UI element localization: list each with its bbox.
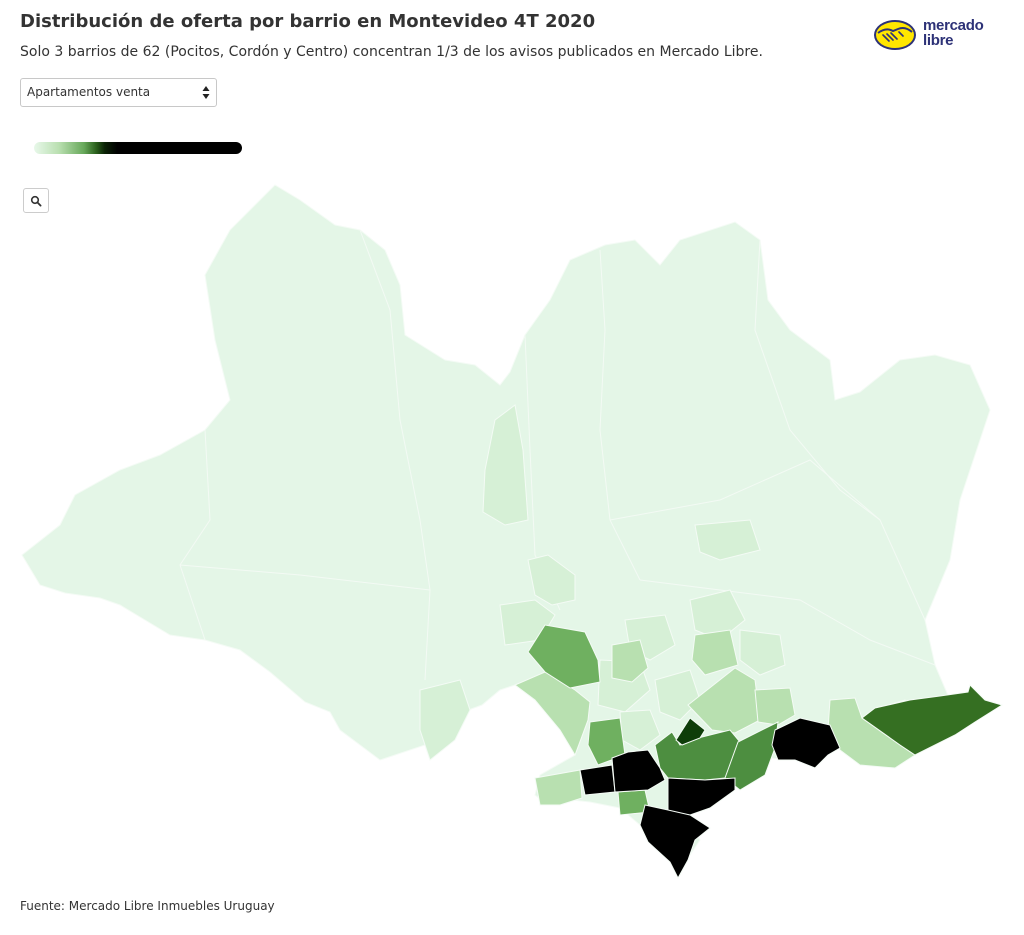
region-light-north-strip xyxy=(482,404,529,526)
magnifier-icon xyxy=(30,195,42,207)
region-dark-green-east xyxy=(861,684,1004,756)
logo-wordmark: mercado libre xyxy=(923,17,984,49)
region-black-2 xyxy=(611,749,666,793)
logo-line-1: mercado xyxy=(923,17,984,34)
chart-title: Distribución de oferta por barrio en Mon… xyxy=(20,11,596,32)
zoom-button[interactable] xyxy=(23,188,49,213)
region-light-9 xyxy=(654,669,701,721)
region-black-1 xyxy=(579,764,616,796)
color-scale-legend xyxy=(34,142,242,154)
region-darkest-green xyxy=(675,717,706,746)
chart-subtitle: Solo 3 barrios de 62 (Pocitos, Cordón y … xyxy=(20,44,763,60)
logo-line-2: libre xyxy=(923,32,954,49)
property-type-select-value: Apartamentos venta xyxy=(27,85,151,99)
region-medium-dark-2 xyxy=(724,721,779,791)
region-light-6 xyxy=(689,589,746,641)
region-medium-light-7 xyxy=(534,769,583,806)
region-medium-light-5 xyxy=(754,687,796,726)
map-base-region xyxy=(21,184,991,876)
region-black-5 xyxy=(771,717,841,769)
region-black-4 xyxy=(639,804,711,880)
region-light-5 xyxy=(694,519,761,561)
select-arrows-icon xyxy=(202,86,210,99)
neighborhood-boundaries xyxy=(179,229,936,681)
handshake-icon xyxy=(874,20,916,50)
region-light-1 xyxy=(527,554,576,606)
region-light-3 xyxy=(419,679,471,761)
mercado-libre-logo: mercado libre xyxy=(872,14,1002,58)
region-light-7 xyxy=(739,629,786,676)
region-medium-light-2 xyxy=(611,639,649,683)
source-note: Fuente: Mercado Libre Inmuebles Uruguay xyxy=(20,899,275,913)
region-black-3 xyxy=(667,777,736,816)
region-medium-1 xyxy=(527,624,601,689)
region-medium-2 xyxy=(587,717,626,766)
property-type-select[interactable]: Apartamentos venta xyxy=(20,78,217,107)
region-medium-light-3 xyxy=(691,629,739,676)
